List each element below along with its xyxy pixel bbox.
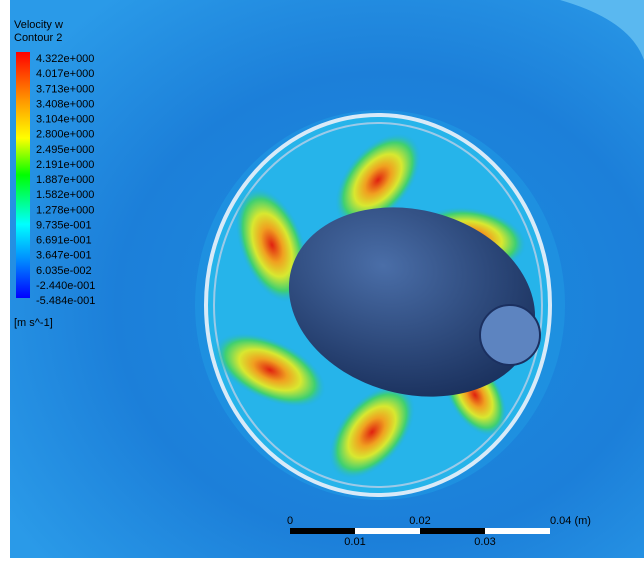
legend-label: 3.647e-001 bbox=[36, 250, 92, 262]
scale-bar bbox=[290, 528, 550, 534]
legend-label: 4.017e+000 bbox=[36, 68, 94, 80]
legend-unit: [m s^-1] bbox=[14, 317, 53, 329]
legend-label: 6.035e-002 bbox=[36, 265, 92, 277]
scale-label: 0 bbox=[287, 515, 293, 527]
legend-label: 1.887e+000 bbox=[36, 174, 94, 186]
legend-label: 3.104e+000 bbox=[36, 114, 94, 126]
scale-label: 0.02 bbox=[409, 515, 430, 527]
corner bbox=[560, 0, 644, 60]
legend-label: 2.191e+000 bbox=[36, 159, 94, 171]
scale-label: 0.03 bbox=[474, 536, 495, 548]
edge bbox=[0, 0, 10, 558]
legend-label: 1.582e+000 bbox=[36, 189, 94, 201]
legend-label: 3.713e+000 bbox=[36, 83, 94, 95]
legend-label: 9.735e-001 bbox=[36, 219, 92, 231]
legend-label: -5.484e-001 bbox=[36, 295, 95, 307]
scale-labels: 0 0.02 0.04 (m) 0.01 0.03 bbox=[287, 515, 591, 548]
color-bar bbox=[16, 52, 30, 298]
legend-subtitle: Contour 2 bbox=[14, 32, 62, 44]
legend-label: 1.278e+000 bbox=[36, 204, 94, 216]
body bbox=[288, 207, 536, 397]
scale-label: 0.04 (m) bbox=[550, 515, 591, 527]
legend-labels: 4.322e+000 4.017e+000 3.713e+000 3.408e+000… bbox=[36, 53, 95, 307]
legend-label: 4.322e+000 bbox=[36, 53, 94, 65]
legend-label: 3.408e+000 bbox=[36, 98, 94, 110]
legend-label: -2.440e-001 bbox=[36, 280, 95, 292]
legend-label: 2.495e+000 bbox=[36, 144, 94, 156]
legend-label: 2.800e+000 bbox=[36, 129, 94, 141]
scale-label: 0.01 bbox=[344, 536, 365, 548]
ring-inner bbox=[213, 122, 543, 488]
nozzle bbox=[479, 304, 541, 366]
legend-title: Velocity w bbox=[14, 19, 63, 31]
legend-label: 6.691e-001 bbox=[36, 235, 92, 247]
